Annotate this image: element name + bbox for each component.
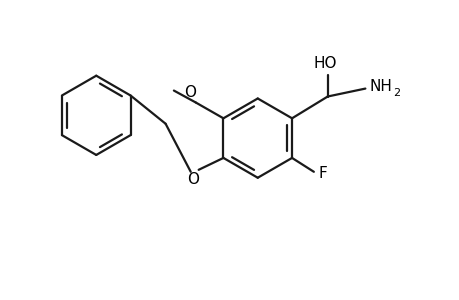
Text: O: O bbox=[186, 172, 198, 187]
Text: O: O bbox=[183, 85, 196, 100]
Text: NH: NH bbox=[369, 79, 392, 94]
Text: F: F bbox=[318, 166, 327, 181]
Text: HO: HO bbox=[313, 56, 337, 71]
Text: 2: 2 bbox=[392, 88, 399, 98]
